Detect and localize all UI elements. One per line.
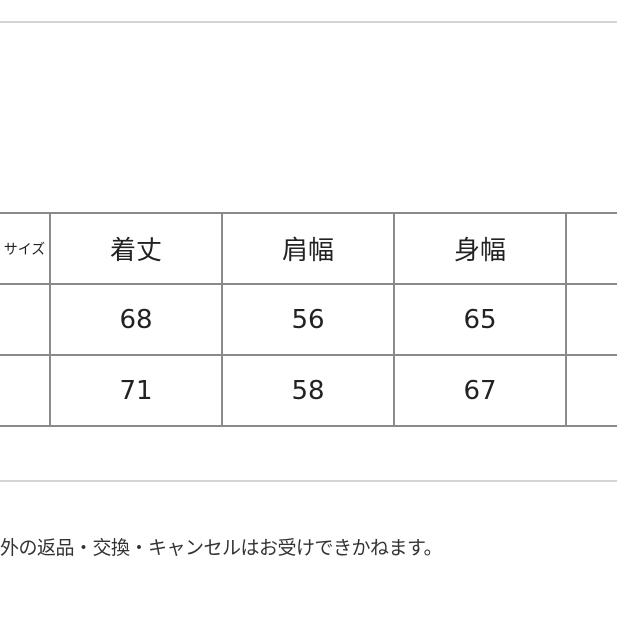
cell (565, 283, 617, 356)
table-row: 68 56 65 (0, 283, 617, 356)
bottom-divider (0, 480, 617, 482)
cell: 58 (221, 354, 395, 427)
cell (0, 354, 51, 427)
cell: 67 (393, 354, 567, 427)
size-table: サイズ 着丈 肩幅 身幅 68 56 65 71 58 67 (0, 212, 617, 427)
return-policy-notice: 外の返品・交換・キャンセルはお受けできかねます。 (0, 537, 443, 559)
cell: 56 (221, 283, 395, 356)
cell: 65 (393, 283, 567, 356)
header-length: 着丈 (49, 212, 223, 285)
cell (565, 354, 617, 427)
table-header-row: サイズ 着丈 肩幅 身幅 (0, 212, 617, 285)
cell: 68 (49, 283, 223, 356)
cell: 71 (49, 354, 223, 427)
header-size: サイズ (0, 212, 51, 285)
top-divider (0, 21, 617, 23)
table-row: 71 58 67 (0, 354, 617, 427)
header-shoulder: 肩幅 (221, 212, 395, 285)
header-extra (565, 212, 617, 285)
header-width: 身幅 (393, 212, 567, 285)
cell (0, 283, 51, 356)
